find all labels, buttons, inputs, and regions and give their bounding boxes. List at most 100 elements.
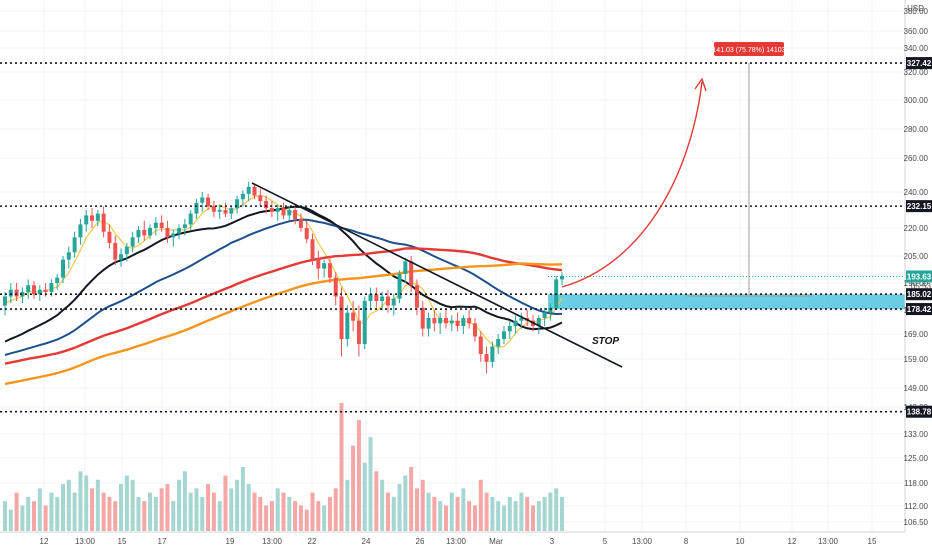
candle-body — [153, 222, 158, 228]
volume-bar — [148, 492, 153, 531]
candle-body — [37, 289, 42, 295]
volume-bar — [113, 501, 118, 531]
horizontal-levels[interactable] — [0, 62, 905, 413]
volume-bar — [61, 484, 66, 531]
time-axis[interactable]: 12 13:00 15 17 19 13:00 22 24 26 13:00 Mar 3 5 13:00 8… — [40, 537, 877, 546]
price-tick-label: 220.00 — [904, 224, 929, 233]
candle-body — [235, 199, 240, 209]
candle-body — [385, 296, 390, 306]
candle-body — [374, 294, 379, 301]
time-tick-label: 13:00 — [446, 537, 467, 546]
volume-bar — [258, 496, 263, 531]
volume-bar — [478, 479, 483, 531]
volume-bar — [95, 479, 100, 531]
candle-body — [258, 195, 263, 201]
volume-bar — [223, 475, 228, 531]
volume-bar — [368, 437, 373, 531]
time-tick-label: 12 — [788, 537, 797, 546]
volume-bar — [107, 496, 112, 531]
candle-body — [113, 242, 118, 260]
price-tick-label: 320.00 — [904, 68, 929, 77]
candle-body — [316, 259, 321, 269]
candle-body — [304, 228, 309, 240]
candle-body — [414, 285, 419, 308]
candle-body — [229, 208, 234, 214]
price-badge — [906, 288, 932, 301]
price-badge-text: 193.63 — [907, 272, 932, 281]
volume-bar — [165, 484, 170, 531]
candle-body — [194, 202, 199, 214]
volume-bar — [90, 488, 95, 531]
volume-bar — [20, 505, 25, 531]
time-tick-label: 13:00 — [75, 537, 96, 546]
price-tick-label: 260.00 — [904, 154, 929, 163]
volume-bar — [333, 488, 338, 531]
price-tick-label: 133.00 — [904, 430, 929, 439]
candle-body — [484, 354, 489, 362]
volume-bar — [443, 505, 448, 531]
volume-bar — [548, 492, 553, 531]
candle-body — [449, 320, 454, 324]
time-tick-label: 26 — [416, 537, 425, 546]
volume-bar — [322, 505, 327, 531]
volume-bar — [240, 467, 245, 531]
volume-bar — [8, 509, 13, 531]
volume-bar — [484, 492, 489, 531]
volume-bar — [142, 501, 147, 531]
time-tick-label: 15 — [868, 537, 877, 546]
candle-body — [3, 296, 7, 306]
moving-average-line — [4, 262, 563, 386]
volume-bar — [426, 492, 431, 531]
candle-body — [49, 283, 54, 292]
volume-bar — [536, 501, 541, 531]
candle-body — [66, 252, 71, 260]
volume-bar — [293, 501, 298, 531]
volume-bar — [513, 501, 518, 531]
volume-bar — [438, 501, 443, 531]
candle-body — [560, 275, 564, 280]
price-tick-label: 340.00 — [904, 44, 929, 53]
candle-body — [142, 229, 147, 236]
volume-bar — [217, 501, 222, 531]
candle-body — [513, 320, 518, 326]
candle-body — [200, 197, 205, 203]
candle-body — [490, 346, 495, 362]
volume-bar — [235, 479, 240, 531]
volume-bar — [252, 492, 257, 531]
candle-body — [327, 263, 332, 278]
candle-body — [78, 224, 83, 238]
volume-bar — [43, 505, 48, 531]
candle-body — [32, 285, 37, 295]
price-badge — [906, 303, 932, 316]
candle-body — [443, 318, 448, 324]
volume-bar — [246, 484, 251, 531]
candle-body — [478, 336, 483, 354]
volume-bar — [275, 488, 280, 531]
candle-body — [26, 285, 31, 292]
price-badge-text: 178.42 — [907, 305, 932, 314]
moving-average-line — [4, 247, 563, 365]
candle-body — [8, 289, 13, 297]
candle-body — [339, 296, 344, 339]
volume-bar — [455, 496, 460, 531]
volume-bar — [507, 496, 512, 531]
candle-body — [14, 289, 19, 297]
time-tick-label: 13:00 — [818, 537, 839, 546]
price-tick-label: 205.00 — [904, 252, 929, 261]
candle-body — [426, 318, 431, 329]
candle-body — [293, 210, 298, 219]
volume-bar — [467, 501, 472, 531]
candle-body — [501, 331, 506, 339]
candle-body — [84, 215, 89, 225]
candle-body — [507, 326, 512, 332]
candle-body — [217, 210, 222, 212]
price-tick-label: 380.00 — [904, 7, 929, 16]
price-tick-label: 300.00 — [904, 96, 929, 105]
price-tick-label: 280.00 — [904, 125, 929, 134]
price-axis[interactable]: 380.00 360.00 340.00 320.00 300.00 280.00 260.… — [904, 7, 929, 527]
trendline[interactable] — [251, 182, 623, 368]
candle-body — [107, 231, 112, 243]
time-tick-label: 13:00 — [262, 537, 283, 546]
time-tick-label: 3 — [550, 537, 555, 546]
